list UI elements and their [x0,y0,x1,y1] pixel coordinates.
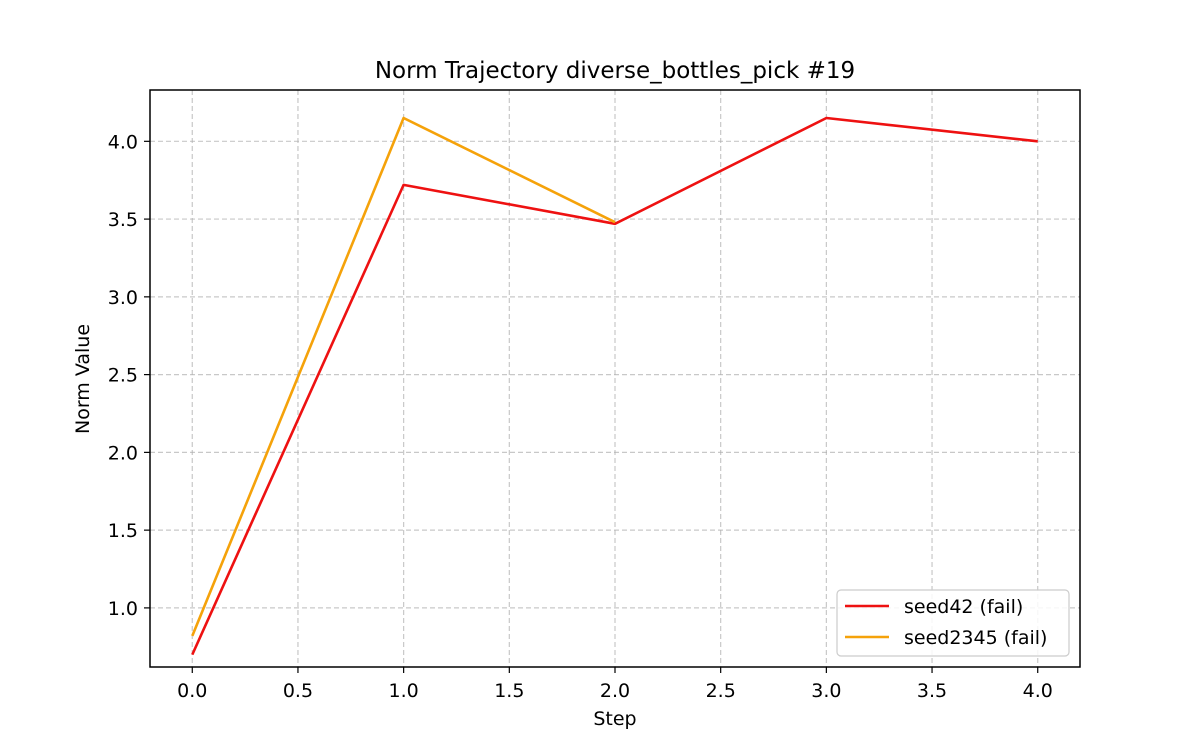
y-tick-label: 4.0 [108,131,138,153]
y-axis-label: Norm Value [72,324,94,434]
series-line-2 [191,116,616,637]
legend-label: seed2345 (fail) [904,627,1047,649]
series-lines [191,116,1038,656]
legend: seed42 (fail) seed2345 (fail) [836,589,1070,657]
y-tick-label: 1.0 [108,598,138,620]
x-tick-label: 3.5 [917,680,947,702]
y-axis-ticks: 1.0 1.5 2.0 2.5 3.0 3.5 4.0 [108,131,150,620]
legend-box [836,589,1070,657]
y-tick-label: 3.5 [108,209,138,231]
x-tick-label: 0.0 [177,680,207,702]
series-line-1 [191,116,1038,656]
y-tick-label: 2.5 [108,365,138,387]
x-axis-label: Step [593,708,636,730]
legend-label: seed42 (fail) [904,596,1023,618]
x-tick-label: 3.0 [811,680,841,702]
y-tick-label: 3.0 [108,287,138,309]
x-tick-label: 1.5 [494,680,524,702]
chart-title: Norm Trajectory diverse_bottles_pick #19 [375,58,855,84]
x-tick-label: 2.5 [706,680,736,702]
x-tick-label: 0.5 [283,680,313,702]
x-axis-ticks: 0.0 0.5 1.0 1.5 2.0 2.5 3.0 3.5 4.0 [177,667,1053,702]
y-tick-label: 1.5 [108,520,138,542]
x-tick-label: 4.0 [1023,680,1053,702]
y-tick-label: 2.0 [108,442,138,464]
x-tick-label: 1.0 [389,680,419,702]
x-tick-label: 2.0 [600,680,630,702]
